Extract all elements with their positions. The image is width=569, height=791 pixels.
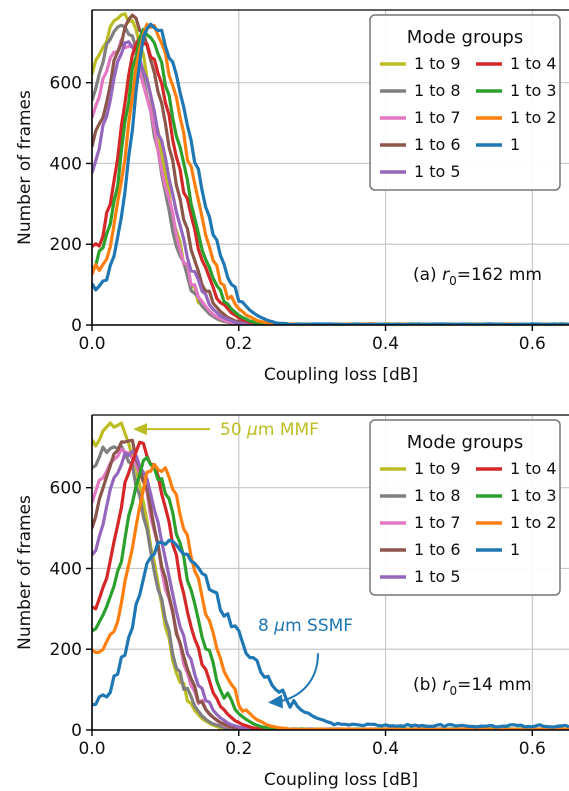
x-tick-label: 0.2	[225, 334, 252, 354]
legend-label: 1 to 3	[510, 81, 557, 100]
panel-annotation: (a) r0=162 mm	[413, 265, 542, 288]
mmf-arrow-head	[133, 423, 147, 436]
annotation-value: =162 mm	[457, 265, 542, 285]
ssmf-callout: 8 μm SSMF	[258, 616, 353, 636]
legend-label: 1 to 4	[510, 54, 557, 73]
legend-label: 1 to 7	[414, 108, 461, 127]
series-line-1	[92, 538, 569, 729]
y-tick-label: 400	[50, 154, 82, 174]
x-tick-label: 0.6	[519, 739, 546, 759]
annotation-prefix: (a)	[413, 265, 442, 285]
x-axis-title: Coupling loss [dB]	[264, 770, 418, 790]
y-axis-title: Number of frames	[15, 90, 35, 245]
x-axis-title: Coupling loss [dB]	[264, 365, 418, 385]
legend-label: 1 to 5	[414, 567, 461, 586]
y-tick-label: 200	[50, 640, 82, 660]
ssmf-arrow-head	[268, 694, 283, 709]
y-tick-label: 0	[71, 721, 82, 741]
legend-title: Mode groups	[407, 27, 523, 48]
x-tick-label: 0.4	[372, 334, 399, 354]
annotation-symbol: r	[442, 675, 450, 695]
mmf-callout: 50 μm MMF	[220, 420, 319, 440]
y-tick-label: 200	[50, 235, 82, 255]
legend-title: Mode groups	[407, 432, 523, 453]
y-tick-label: 600	[50, 74, 82, 94]
ssmf-arrow-line	[277, 653, 319, 703]
y-tick-label: 0	[71, 316, 82, 336]
legend-label: 1 to 8	[414, 81, 461, 100]
legend-label: 1	[510, 540, 520, 559]
legend-label: 1 to 2	[510, 108, 557, 127]
series-line-1	[92, 22, 569, 325]
legend-label: 1 to 6	[414, 135, 461, 154]
legend-box	[369, 14, 561, 191]
y-axis-title: Number of frames	[15, 495, 35, 650]
annotation-symbol: r	[442, 265, 450, 285]
annotation-value: =14 mm	[457, 675, 531, 695]
ssmf-callout-post: m SSMF	[285, 616, 353, 636]
legend-label: 1 to 2	[510, 513, 557, 532]
legend-label: 1 to 3	[510, 486, 557, 505]
legend-label: 1 to 9	[414, 54, 461, 73]
y-tick-label: 400	[50, 559, 82, 579]
annotation-subscript: 0	[449, 684, 457, 698]
y-tick-label: 600	[50, 479, 82, 499]
x-tick-label: 0.0	[78, 739, 105, 759]
x-tick-label: 0.6	[519, 334, 546, 354]
legend-label: 1	[510, 135, 520, 154]
chart-panel-a: 0.0 0.2 0.4 0.6 0 200 400 600 Coupling loss [dB]…	[15, 9, 569, 385]
chart-panel-b: 0.0 0.2 0.4 0.6 0 200 400 600 Coupling loss [dB]…	[15, 414, 569, 790]
mmf-callout-pre: 50	[220, 420, 247, 440]
legend-label: 1 to 9	[414, 459, 461, 478]
panel-annotation: (b) r0=14 mm	[413, 675, 532, 698]
legend-label: 1 to 6	[414, 540, 461, 559]
annotation-subscript: 0	[449, 274, 457, 288]
legend-box	[369, 419, 561, 596]
x-tick-label: 0.4	[372, 739, 399, 759]
mmf-callout-mu: μ	[246, 420, 258, 440]
legend-label: 1 to 7	[414, 513, 461, 532]
legend-label: 1 to 4	[510, 459, 557, 478]
mmf-callout-post: m MMF	[258, 420, 319, 440]
legend-label: 1 to 8	[414, 486, 461, 505]
ssmf-callout-pre: 8	[258, 616, 274, 636]
annotation-prefix: (b)	[413, 675, 442, 695]
legend-label: 1 to 5	[414, 162, 461, 181]
x-tick-label: 0.2	[225, 739, 252, 759]
ssmf-callout-mu: μ	[273, 616, 285, 636]
x-tick-label: 0.0	[78, 334, 105, 354]
